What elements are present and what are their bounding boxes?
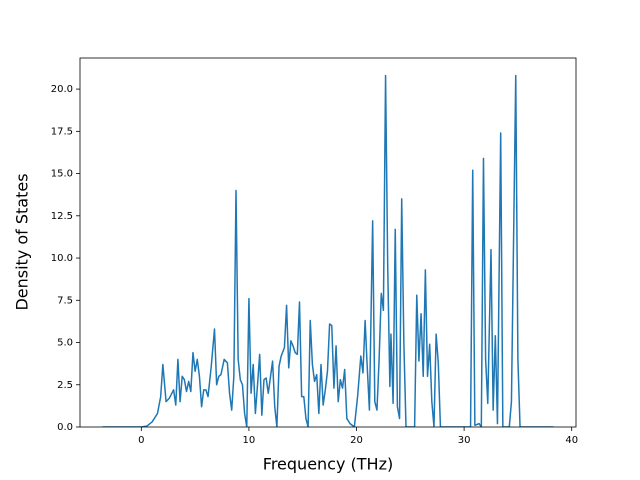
y-tick-label: 7.5 <box>57 295 73 306</box>
y-tick-label: 15.0 <box>51 169 73 180</box>
y-tick-label: 20.0 <box>51 84 73 95</box>
x-tick-label: 20 <box>350 435 363 446</box>
x-tick-label: 10 <box>243 435 256 446</box>
x-axis-label: Frequency (THz) <box>263 455 393 474</box>
axes-frame <box>79 57 577 428</box>
line-series <box>102 74 554 427</box>
y-tick-label: 10.0 <box>51 253 73 264</box>
x-tick-label: 0 <box>138 435 144 446</box>
y-tick-label: 12.5 <box>51 211 73 222</box>
y-tick-label: 0.0 <box>57 422 73 433</box>
y-tick-label: 17.5 <box>51 126 73 137</box>
y-tick-label: 2.5 <box>57 380 73 391</box>
x-tick-label: 40 <box>565 435 578 446</box>
x-tick-label: 30 <box>458 435 471 446</box>
y-axis-label: Density of States <box>13 173 32 310</box>
y-tick-label: 5.0 <box>57 338 73 349</box>
